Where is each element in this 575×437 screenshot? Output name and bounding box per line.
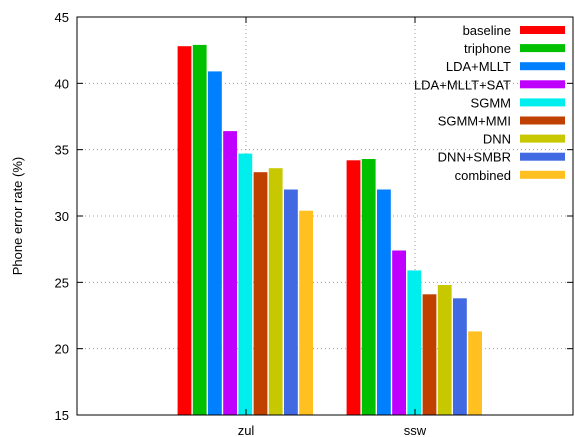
legend-swatch <box>520 80 565 89</box>
bar-zul-lda-mllt-sat <box>223 131 237 415</box>
bar-ssw-lda-mllt-sat <box>392 250 406 415</box>
legend-label: triphone <box>464 41 511 56</box>
bar-zul-combined <box>299 210 313 415</box>
legend-swatch <box>520 134 565 143</box>
legend-swatch <box>520 26 565 34</box>
y-tick-label: 25 <box>55 275 69 290</box>
legend-label: DNN <box>483 132 511 147</box>
bar-ssw-triphone <box>361 159 376 415</box>
grid-lines <box>77 17 573 415</box>
bar-zul-lda-mllt <box>208 71 222 416</box>
legend-swatch <box>520 62 565 71</box>
bar-ssw-lda-mllt <box>377 189 391 415</box>
bar-ssw-dnn-smbr <box>453 298 467 415</box>
bar-zul-dnn <box>268 168 283 415</box>
y-tick-label: 45 <box>55 10 69 25</box>
bars <box>177 44 482 416</box>
legend-label: SGMM+MMI <box>438 114 511 129</box>
legend-swatch <box>520 116 565 125</box>
bar-zul-sgmm-mmi <box>253 172 268 415</box>
legend-label: DNN+SMBR <box>438 150 511 165</box>
bar-zul-dnn-smbr <box>284 189 298 415</box>
x-axis-ticks: zul ssw <box>238 17 427 437</box>
bar-ssw-sgmm <box>407 270 422 415</box>
y-tick-label: 15 <box>55 408 69 423</box>
legend-swatch <box>520 170 565 179</box>
bar-zul-baseline <box>177 46 192 415</box>
y-tick-label: 35 <box>55 143 69 158</box>
bar-zul-triphone <box>192 44 207 416</box>
legend-swatch <box>520 152 565 161</box>
bar-ssw-sgmm-mmi <box>422 294 437 415</box>
legend-swatch <box>520 98 565 107</box>
bar-ssw-dnn <box>437 285 452 415</box>
x-tick-label: zul <box>238 423 255 437</box>
y-tick-label: 20 <box>55 342 69 357</box>
bar-zul-sgmm <box>238 153 253 415</box>
legend-label: LDA+MLLT+SAT <box>414 77 511 92</box>
y-tick-label: 30 <box>55 209 69 224</box>
legend-label: baseline <box>463 23 511 38</box>
legend: baseline triphone LDA+MLLT LDA+MLLT+SAT SGMM… <box>414 23 565 183</box>
y-axis-ticks: 15 20 25 30 35 40 45 <box>55 10 573 423</box>
legend-label: SGMM <box>471 95 511 110</box>
legend-label: LDA+MLLT <box>446 59 511 74</box>
bar-ssw-combined <box>468 331 482 415</box>
bar-ssw-baseline <box>346 160 361 415</box>
legend-swatch <box>520 44 565 53</box>
x-tick-label: ssw <box>404 423 427 437</box>
legend-label: combined <box>455 168 511 183</box>
y-tick-label: 40 <box>55 76 69 91</box>
y-axis-label: Phone error rate (%) <box>10 157 25 276</box>
